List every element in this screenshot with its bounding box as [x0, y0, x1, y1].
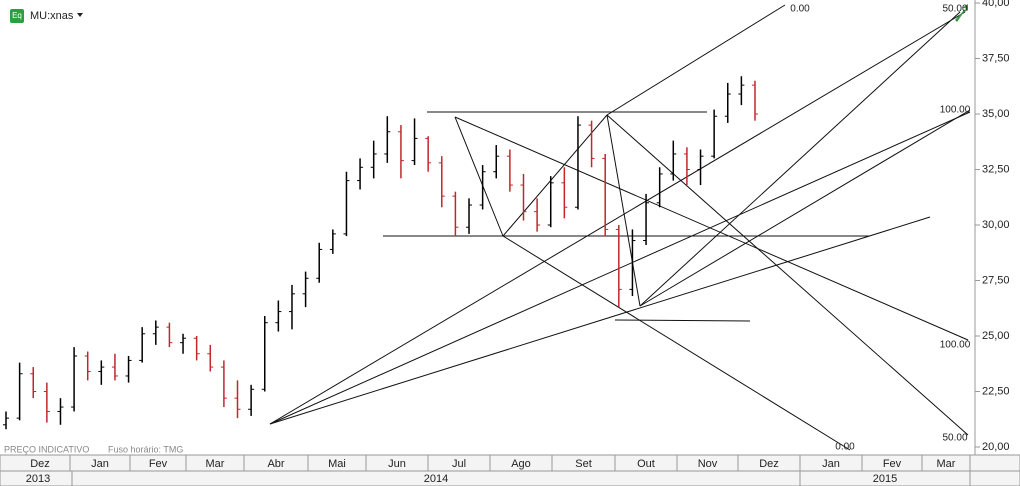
x-tick-label: Jan [91, 458, 109, 470]
y-tick-label: 22,50 [982, 385, 1010, 397]
dropdown-arrow[interactable] [77, 13, 83, 17]
y-tick-label: 27,50 [982, 274, 1010, 286]
x-tick-label: Out [637, 458, 655, 470]
icon-text: Eq [12, 11, 22, 20]
x-tick-label: Jul [452, 458, 466, 470]
footer-note: PREÇO INDICATIVO [4, 444, 89, 454]
year-label: 2014 [424, 473, 448, 485]
x-tick-label: Set [575, 458, 592, 470]
x-tick-label: Dez [759, 458, 779, 470]
y-tick-label: 20,00 [982, 441, 1010, 453]
fan-lines [269, 4, 971, 451]
trend-icon[interactable] [955, 4, 968, 22]
y-tick-label: 30,00 [982, 219, 1010, 231]
x-tick-label: Ago [511, 458, 531, 470]
y-tick-label: 40,00 [982, 0, 1010, 9]
y-tick-label: 25,00 [982, 330, 1010, 342]
symbol[interactable]: MU:xnas [30, 10, 74, 22]
fan-label: 100.00 [940, 105, 971, 116]
symbol-icon [10, 9, 24, 23]
fan-label: 50.00 [942, 433, 967, 444]
x-tick-label: Dez [30, 458, 50, 470]
fan-label: 100.00 [940, 340, 971, 351]
x-tick-label: Mar [206, 458, 225, 470]
x-tick-label: Mai [328, 458, 346, 470]
footer-timezone: Fuso horário: TMG [108, 444, 183, 454]
y-tick-label: 37,50 [982, 52, 1010, 64]
x-tick-label: Nov [698, 458, 718, 470]
fan-label: 0.00 [790, 4, 810, 15]
year-label: 2015 [873, 473, 897, 485]
x-tick-label: Mar [937, 458, 956, 470]
year-label: 2013 [26, 473, 50, 485]
y-tick-label: 32,50 [982, 163, 1010, 175]
fan-label: 0.00 [835, 442, 855, 453]
x-tick-label: Fev [883, 458, 902, 470]
x-tick-label: Jun [388, 458, 406, 470]
fan-label: 50.00 [942, 4, 967, 15]
y-tick-label: 35,00 [982, 108, 1010, 120]
x-tick-label: Jan [822, 458, 840, 470]
x-tick-label: Abr [267, 458, 284, 470]
x-tick-label: Fev [149, 458, 168, 470]
